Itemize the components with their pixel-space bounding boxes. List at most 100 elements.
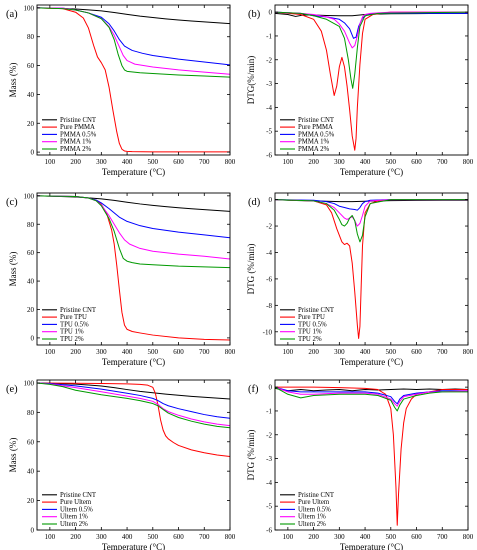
series-group <box>37 195 230 341</box>
series-line-pmma-2- <box>37 7 230 78</box>
x-tick-label: 100 <box>283 533 294 541</box>
panel-label: (d) <box>248 197 261 208</box>
series-line-ultem-0-5- <box>275 386 468 405</box>
series-line-ultem-2- <box>275 386 468 412</box>
x-tick-label: 100 <box>45 348 56 356</box>
x-tick-label: 700 <box>199 533 210 541</box>
x-tick-label: 400 <box>122 158 133 166</box>
y-tick-label: 60 <box>27 438 35 446</box>
plot-frame <box>274 192 469 346</box>
legend-label: TPU 1% <box>60 329 84 336</box>
y-tick-label: -1 <box>266 32 272 40</box>
series-line-tpu-1- <box>37 195 230 260</box>
y-tick-label: 20 <box>27 120 35 128</box>
x-tick-label: 800 <box>225 158 236 166</box>
series-line-pristine-cnt <box>37 7 230 25</box>
y-tick-label: 40 <box>27 91 35 99</box>
series-line-ultem-1- <box>275 386 468 407</box>
chart-panel-2: 100 200 300 400 500 600 700 800 -6 -5 -4 -3 -2 -1 0 Tem… <box>246 4 474 177</box>
legend-label: Pure Ultem <box>60 499 92 506</box>
x-tick-label: 700 <box>437 348 448 356</box>
y-axis-label: DTG (%/min) <box>246 244 256 295</box>
legend-label: Ultem 0.5% <box>60 506 93 513</box>
y-tick-label: 60 <box>27 249 35 257</box>
series-line-pure-pmma <box>37 7 230 153</box>
y-tick-label: 60 <box>27 62 35 70</box>
series-line-pure-pmma <box>275 11 468 151</box>
series-line-pmma-2- <box>275 11 468 89</box>
series-group <box>37 382 230 457</box>
x-tick-label: 800 <box>225 348 236 356</box>
series-line-tpu-1- <box>275 199 468 227</box>
series-line-pmma-1- <box>37 7 230 75</box>
y-tick-label: 80 <box>27 409 35 417</box>
y-axis-label: DTG(%/min) <box>246 56 256 105</box>
x-tick-label: 800 <box>463 533 474 541</box>
x-tick-label: 700 <box>437 533 448 541</box>
y-tick-label: -2 <box>266 223 272 231</box>
y-tick-label: 100 <box>24 192 35 200</box>
series-group <box>275 11 468 151</box>
panel-label: (b) <box>248 9 261 20</box>
legend-label: Ultem 0.5% <box>298 506 331 513</box>
y-axis-label: Mass (%) <box>8 438 18 473</box>
y-tick-label: 100 <box>24 379 35 387</box>
x-tick-label: 500 <box>148 158 159 166</box>
legend-label: Pristine CNT <box>60 492 97 499</box>
y-tick-label: -5 <box>266 128 272 136</box>
x-tick-label: 700 <box>199 158 210 166</box>
x-tick-label: 200 <box>308 348 319 356</box>
x-tick-label: 600 <box>411 348 422 356</box>
y-tick-label: -8 <box>266 302 272 310</box>
legend-label: TPU 0.5% <box>298 321 327 328</box>
x-tick-label: 800 <box>225 533 236 541</box>
x-tick-label: 400 <box>360 348 371 356</box>
y-tick-label: 20 <box>27 497 35 505</box>
panel-label: (c) <box>6 197 18 208</box>
legend-label: PMMA 2% <box>298 146 329 153</box>
x-tick-label: 500 <box>386 348 397 356</box>
y-tick-label: 0 <box>31 527 35 535</box>
legend-label: TPU 0.5% <box>60 321 89 328</box>
legend-label: Pristine CNT <box>60 307 97 314</box>
x-axis-label: Temperature (°C) <box>340 542 403 550</box>
x-tick-label: 200 <box>308 533 319 541</box>
series-line-tpu-0-5- <box>37 195 230 239</box>
x-tick-label: 400 <box>122 348 133 356</box>
series-line-pmma-1- <box>275 11 468 49</box>
x-tick-label: 300 <box>96 158 107 166</box>
plot-frame <box>36 379 231 531</box>
x-tick-label: 200 <box>70 158 81 166</box>
y-tick-label: 80 <box>27 33 35 41</box>
panel-label: (f) <box>248 384 259 395</box>
x-tick-label: 500 <box>148 348 159 356</box>
plot-frame <box>274 379 469 531</box>
y-tick-label: 20 <box>27 306 35 314</box>
legend-label: PMMA 0.5% <box>298 131 335 138</box>
series-line-pure-ultem <box>37 382 230 457</box>
legend-label: Ultem 1% <box>60 514 88 521</box>
legend-label: PMMA 1% <box>298 139 329 146</box>
y-tick-label: 40 <box>27 468 35 476</box>
series-line-tpu-2- <box>275 199 468 243</box>
y-tick-label: -3 <box>266 80 272 88</box>
y-tick-label: 0 <box>269 384 273 392</box>
series-line-ultem-1- <box>37 382 230 427</box>
chart-panel-6: 100 200 300 400 500 600 700 800 -6 -5 -4 -3 -2 -1 0 Tem… <box>246 379 474 550</box>
y-axis-label: DTG (%/min) <box>246 430 256 481</box>
y-tick-label: -10 <box>263 328 273 336</box>
plot-frame <box>36 192 231 346</box>
y-tick-label: -6 <box>266 527 272 535</box>
chart-panel-3: 100 200 300 400 500 600 700 800 0 20 40 60 80 100 Temp… <box>6 192 236 367</box>
x-tick-label: 500 <box>386 158 397 166</box>
y-tick-label: 0 <box>269 9 273 17</box>
x-tick-label: 300 <box>334 533 345 541</box>
legend-label: PMMA 1% <box>60 139 91 146</box>
x-tick-label: 700 <box>199 348 210 356</box>
legend-label: TPU 1% <box>298 329 322 336</box>
